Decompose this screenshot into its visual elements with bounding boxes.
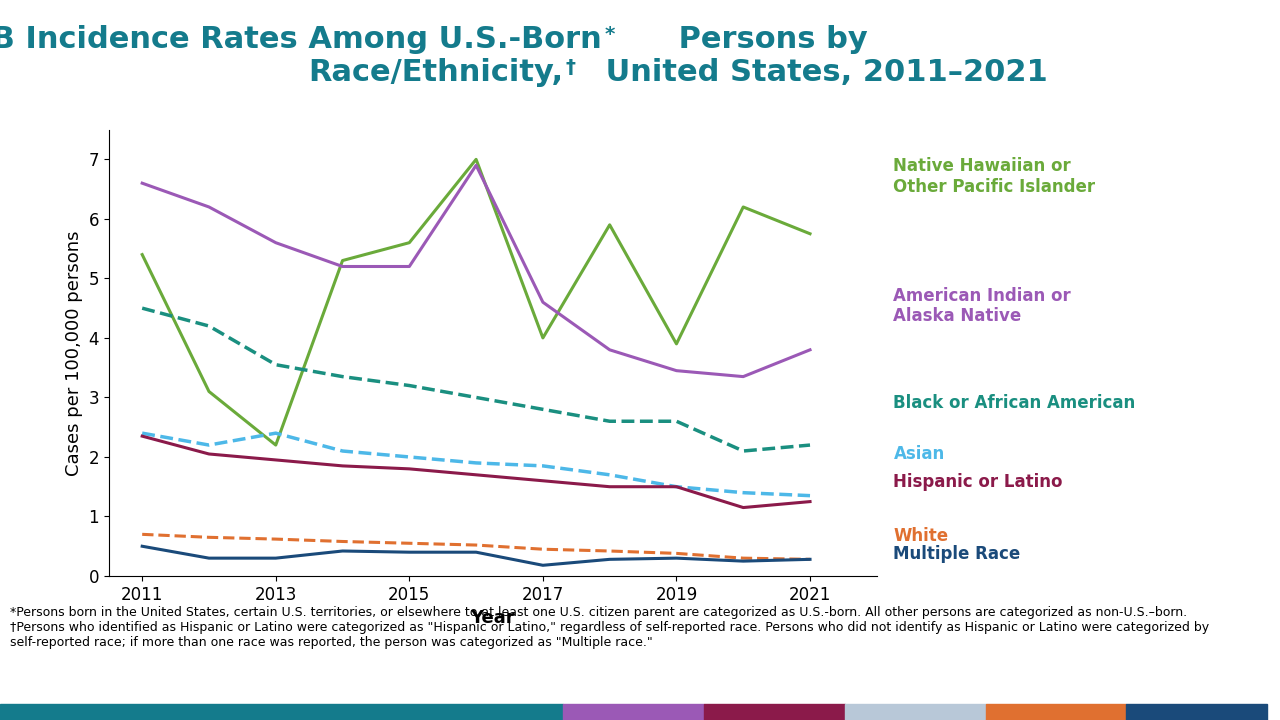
Text: TB Incidence Rates Among U.S.-Born: TB Incidence Rates Among U.S.-Born xyxy=(0,25,602,54)
X-axis label: Year: Year xyxy=(471,609,515,627)
Text: Race/Ethnicity,: Race/Ethnicity, xyxy=(308,58,563,86)
Text: Black or African American: Black or African American xyxy=(893,395,1135,412)
Text: Hispanic or Latino: Hispanic or Latino xyxy=(893,474,1062,491)
Text: American Indian or
Alaska Native: American Indian or Alaska Native xyxy=(893,287,1071,325)
Text: United States, 2011–2021: United States, 2011–2021 xyxy=(595,58,1048,86)
Y-axis label: Cases per 100,000 persons: Cases per 100,000 persons xyxy=(65,230,83,475)
Text: Native Hawaiian or
Other Pacific Islander: Native Hawaiian or Other Pacific Islande… xyxy=(893,157,1096,196)
Text: Asian: Asian xyxy=(893,444,945,463)
Text: White: White xyxy=(893,527,948,546)
Text: *Persons born in the United States, certain U.S. territories, or elsewhere to at: *Persons born in the United States, cert… xyxy=(10,606,1210,649)
Text: Multiple Race: Multiple Race xyxy=(893,546,1020,563)
Text: †: † xyxy=(566,58,576,76)
Text: *: * xyxy=(604,25,614,44)
Text: Persons by: Persons by xyxy=(668,25,868,54)
